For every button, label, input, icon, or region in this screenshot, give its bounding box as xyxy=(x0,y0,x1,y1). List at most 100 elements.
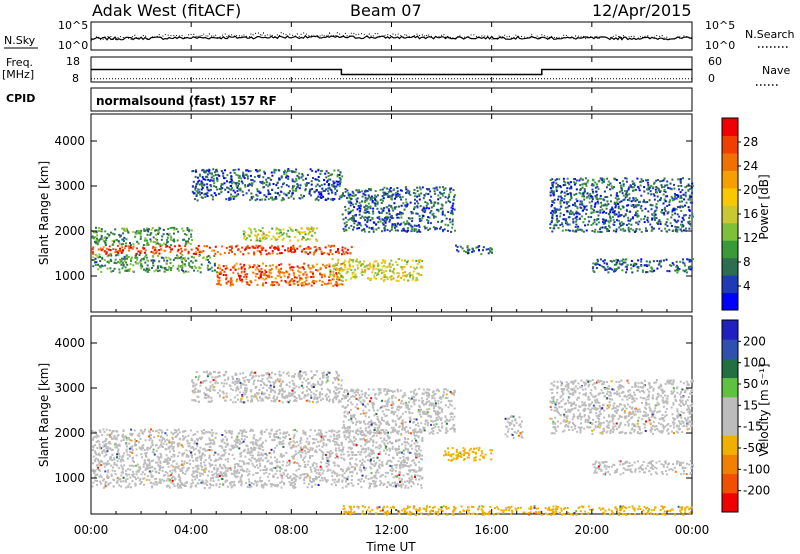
echo-cell xyxy=(375,267,378,270)
echo-cell xyxy=(275,267,278,270)
echo-cell xyxy=(632,265,635,268)
nsky-label: N.Sky xyxy=(4,34,36,47)
echo-cell xyxy=(273,168,276,171)
echo-cell xyxy=(224,188,227,191)
echo-cell xyxy=(375,195,378,198)
echo-cell xyxy=(247,449,250,452)
echo-cell xyxy=(297,280,300,283)
echo-cell xyxy=(653,217,656,219)
echo-cell xyxy=(233,469,236,472)
echo-cell xyxy=(559,186,562,189)
echo-cell xyxy=(248,483,251,486)
echo-cell xyxy=(94,240,96,243)
echo-cell xyxy=(689,265,692,268)
echo-cell xyxy=(92,481,95,484)
echo-cell xyxy=(234,191,237,194)
echo-cell xyxy=(97,458,99,461)
echo-cell xyxy=(198,254,201,257)
echo-cell xyxy=(390,190,393,193)
power-frame xyxy=(90,113,693,313)
echo-cell xyxy=(107,235,110,238)
echo-cell xyxy=(614,202,617,205)
echo-cell xyxy=(260,273,263,276)
echo-cell xyxy=(128,270,131,272)
echo-cell xyxy=(118,457,121,460)
echo-cell xyxy=(660,265,663,268)
echo-cell xyxy=(358,430,361,433)
echo-cell xyxy=(395,225,398,228)
echo-cell xyxy=(228,280,231,283)
echo-cell xyxy=(152,264,155,267)
echo-cell xyxy=(113,261,116,264)
echo-cell xyxy=(217,192,220,195)
echo-cell xyxy=(100,270,103,273)
echo-cell xyxy=(184,248,186,251)
echo-cell xyxy=(369,262,371,265)
echo-cell xyxy=(253,228,256,231)
echo-cell xyxy=(461,247,464,250)
echo-cell xyxy=(241,190,244,193)
echo-cell xyxy=(398,213,401,216)
echo-cell xyxy=(343,194,346,197)
echo-cell xyxy=(365,204,367,207)
echo-cell xyxy=(655,209,658,212)
echo-cell xyxy=(296,229,299,232)
echo-cell xyxy=(281,245,284,248)
echo-cell xyxy=(352,192,355,195)
echo-cell xyxy=(181,483,183,486)
echo-cell xyxy=(194,259,197,262)
echo-cell xyxy=(328,276,331,278)
echo-cell xyxy=(419,258,422,261)
noise-left-tick-bottom: 10^0 xyxy=(58,39,88,52)
echo-cell xyxy=(424,227,427,230)
echo-cell xyxy=(356,208,359,211)
echo-cell xyxy=(224,177,227,180)
echo-cell xyxy=(351,470,354,473)
echo-cell xyxy=(216,271,218,274)
echo-cell xyxy=(679,228,682,231)
echo-cell xyxy=(604,267,607,270)
echo-cell xyxy=(635,228,638,230)
echo-cell xyxy=(278,268,281,271)
echo-cell xyxy=(406,480,409,483)
echo-cell xyxy=(282,436,285,439)
echo-cell xyxy=(662,193,665,196)
echo-cell xyxy=(166,460,169,462)
echo-cell xyxy=(624,177,627,180)
echo-cell xyxy=(368,230,371,233)
echo-cell xyxy=(188,228,191,231)
echo-cell xyxy=(340,253,343,256)
echo-cell xyxy=(334,187,337,190)
echo-cell xyxy=(143,239,146,242)
echo-cell xyxy=(365,438,368,441)
echo-cell xyxy=(178,474,180,476)
echo-cell xyxy=(139,250,142,253)
echo-cell xyxy=(551,178,554,181)
echo-cell xyxy=(400,433,403,435)
echo-cell xyxy=(206,175,209,178)
echo-cell xyxy=(633,206,636,209)
echo-cell xyxy=(248,246,251,249)
echo-cell xyxy=(391,193,394,196)
echo-cell xyxy=(194,187,197,190)
echo-cell xyxy=(616,201,618,204)
echo-cell xyxy=(307,233,310,236)
echo-cell xyxy=(663,213,666,216)
echo-cell xyxy=(643,186,646,189)
colorbar-segment xyxy=(722,240,738,259)
echo-cell xyxy=(559,185,561,187)
echo-cell xyxy=(258,239,261,242)
echo-cell xyxy=(236,439,239,441)
echo-cell xyxy=(233,484,236,487)
echo-cell xyxy=(165,256,168,259)
echo-cell xyxy=(564,206,567,209)
echo-cell xyxy=(191,266,194,268)
colorbar-segment xyxy=(722,257,738,276)
echo-cell xyxy=(589,193,592,195)
echo-cell xyxy=(214,269,216,272)
echo-cell xyxy=(262,176,265,179)
echo-cell xyxy=(159,479,162,482)
echo-cell xyxy=(372,266,375,269)
echo-cell xyxy=(287,229,290,232)
echo-cell xyxy=(303,482,306,485)
